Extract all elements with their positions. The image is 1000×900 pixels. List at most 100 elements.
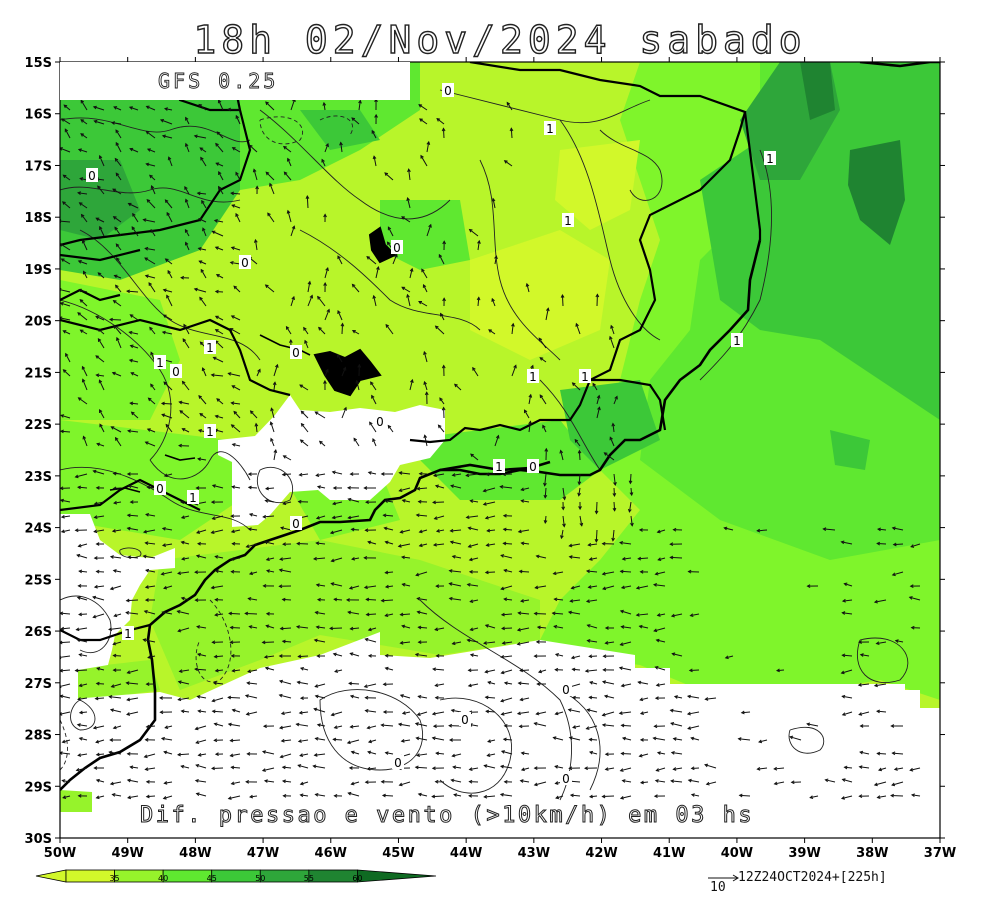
wind-arrow-head bbox=[609, 436, 613, 441]
wind-arrow bbox=[400, 641, 411, 644]
wind-arrow-head bbox=[704, 763, 709, 768]
wind-arrow bbox=[432, 795, 445, 798]
wind-arrow bbox=[77, 639, 88, 643]
wind-arrow-head bbox=[525, 282, 530, 287]
wind-arrow-head bbox=[150, 184, 155, 189]
wind-arrow bbox=[877, 542, 887, 545]
wind-arrow-head bbox=[95, 569, 100, 574]
wind-arrow-head bbox=[401, 498, 406, 503]
wind-arrow-head bbox=[382, 513, 387, 518]
wind-arrow-head bbox=[230, 401, 235, 406]
wind-arrow bbox=[127, 290, 139, 293]
wind-arrow-head bbox=[253, 238, 258, 243]
wind-arrow-head bbox=[247, 669, 252, 674]
wind-arrow-head bbox=[369, 421, 373, 426]
wind-arrow-head bbox=[248, 571, 253, 576]
wind-arrow-head bbox=[859, 750, 864, 755]
wind-arrow-head bbox=[211, 230, 216, 235]
lon-label: 38W bbox=[856, 846, 888, 861]
wind-arrow-head bbox=[450, 484, 455, 488]
wind-arrow bbox=[196, 626, 207, 629]
wind-arrow bbox=[500, 765, 513, 769]
wind-arrow bbox=[265, 101, 275, 111]
wind-arrow bbox=[95, 697, 105, 700]
wind-arrow bbox=[178, 571, 190, 574]
lon-label: 39W bbox=[788, 846, 820, 861]
wind-arrow-head bbox=[775, 668, 780, 673]
wind-arrow-head bbox=[278, 568, 283, 573]
wind-arrow bbox=[521, 752, 530, 755]
wind-arrow bbox=[179, 410, 190, 419]
wind-arrow-head bbox=[588, 654, 593, 659]
wind-arrow-head bbox=[314, 736, 319, 741]
wind-arrow bbox=[282, 598, 292, 601]
wind-arrow-head bbox=[210, 530, 215, 535]
wind-arrow-head bbox=[78, 710, 83, 715]
wind-arrow-head bbox=[655, 768, 660, 772]
wind-arrow bbox=[131, 226, 139, 237]
lon-label: 49W bbox=[111, 846, 143, 861]
wind-arrow bbox=[113, 641, 122, 645]
wind-arrow bbox=[62, 795, 71, 799]
wind-arrow-head bbox=[511, 322, 515, 327]
wind-arrow bbox=[423, 284, 428, 293]
wind-arrow-head bbox=[585, 599, 590, 603]
wind-arrow bbox=[185, 199, 190, 209]
wind-arrow bbox=[602, 795, 615, 798]
wind-arrow-head bbox=[468, 228, 473, 233]
wind-arrow-head bbox=[876, 795, 881, 799]
wind-arrow-head bbox=[418, 529, 423, 534]
lon-label: 37W bbox=[924, 846, 956, 861]
wind-arrow-head bbox=[198, 260, 203, 264]
wind-arrow-head bbox=[229, 753, 234, 758]
wind-arrow bbox=[80, 100, 88, 111]
wind-arrow-head bbox=[218, 185, 222, 190]
wind-arrow bbox=[61, 258, 71, 265]
wind-arrow-head bbox=[148, 282, 152, 286]
wind-arrow bbox=[212, 710, 224, 713]
wind-arrow-head bbox=[330, 582, 335, 586]
wind-arrow bbox=[467, 639, 479, 643]
wind-arrow bbox=[232, 147, 241, 153]
wind-arrow bbox=[262, 751, 275, 755]
wind-arrow-head bbox=[81, 378, 86, 383]
wind-arrow-head bbox=[280, 738, 285, 743]
wind-arrow bbox=[60, 752, 71, 755]
contour-label: 1 bbox=[156, 356, 164, 370]
wind-arrow-head bbox=[109, 586, 114, 591]
wind-arrow-head bbox=[571, 695, 576, 700]
wind-arrow-head bbox=[194, 570, 199, 575]
wind-arrow-head bbox=[95, 795, 100, 800]
wind-arrow bbox=[334, 725, 343, 729]
wind-arrow bbox=[528, 421, 531, 433]
wind-arrow bbox=[433, 473, 445, 477]
wind-arrow-head bbox=[78, 202, 83, 206]
wind-arrow bbox=[435, 627, 445, 631]
wind-arrow-head bbox=[76, 596, 81, 600]
wind-arrow bbox=[116, 337, 122, 349]
wind-arrow-head bbox=[194, 598, 199, 602]
lon-label: 48W bbox=[179, 846, 211, 861]
lon-label: 45W bbox=[382, 846, 414, 861]
wind-arrow-head bbox=[423, 350, 427, 355]
wind-arrow-head bbox=[231, 708, 236, 713]
wind-arrow-head bbox=[843, 765, 848, 770]
wind-vectors bbox=[60, 97, 921, 800]
wind-arrow-head bbox=[198, 103, 203, 108]
wind-arrow-head bbox=[194, 726, 199, 731]
wind-arrow bbox=[215, 290, 224, 293]
wind-arrow bbox=[365, 710, 377, 713]
wind-arrow bbox=[230, 626, 241, 629]
wind-arrow bbox=[115, 437, 122, 447]
wind-arrow bbox=[417, 711, 428, 716]
wind-arrow-head bbox=[406, 197, 410, 202]
lat-label: 20S bbox=[25, 315, 52, 330]
wind-arrow-head bbox=[279, 626, 284, 631]
wind-arrow bbox=[387, 425, 394, 433]
wind-arrow bbox=[79, 683, 88, 687]
wind-arrow bbox=[892, 752, 904, 755]
wind-arrow-head bbox=[500, 698, 505, 703]
wind-arrow-head bbox=[286, 157, 291, 162]
wind-arrow bbox=[144, 753, 156, 758]
wind-arrow-head bbox=[196, 191, 201, 196]
